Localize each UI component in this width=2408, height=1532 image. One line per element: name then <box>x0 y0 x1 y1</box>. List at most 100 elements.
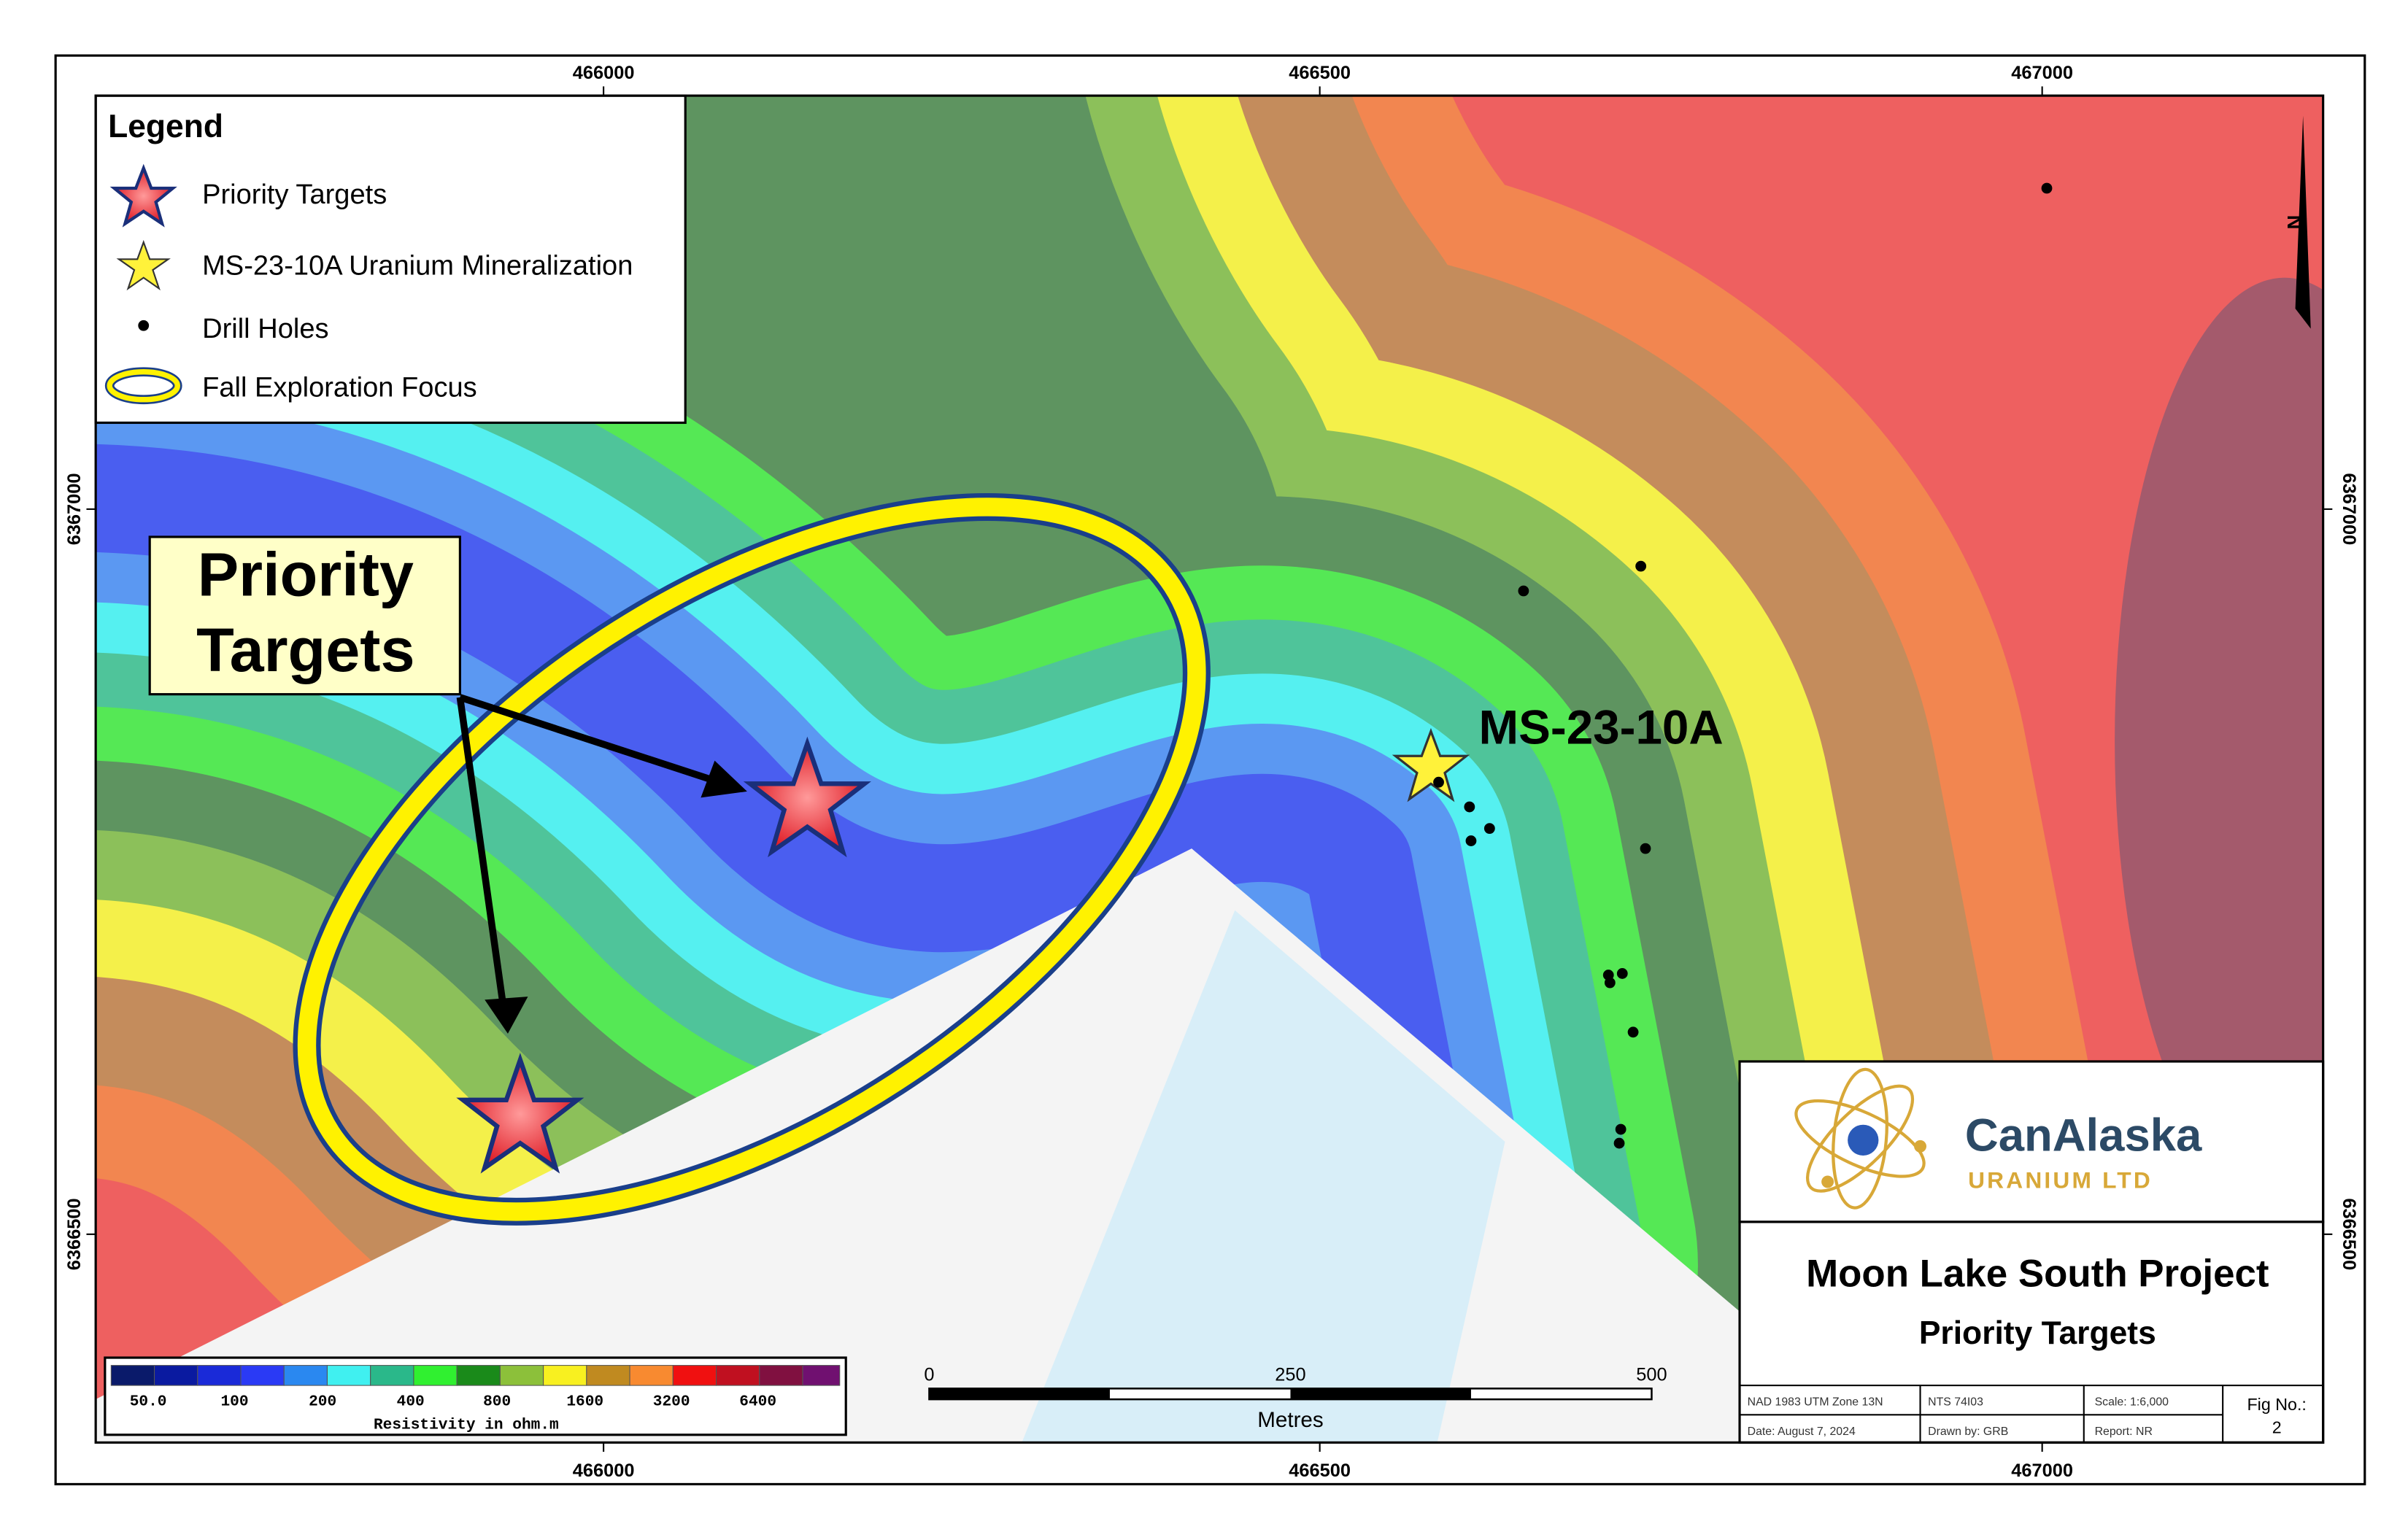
north-label: N <box>2283 215 2306 230</box>
y-coordinate: 6367000 <box>64 473 85 545</box>
x-coordinate: 466500 <box>1289 63 1351 83</box>
focus-ellipse <box>293 493 1211 1226</box>
logo-atom <box>1794 1067 1926 1210</box>
electron <box>1914 1140 1926 1153</box>
scale-unit: Metres <box>1257 1408 1324 1432</box>
legend-symbol <box>138 320 150 331</box>
drill-hole <box>1613 1137 1625 1149</box>
swatch <box>240 1365 285 1386</box>
logo-name: CanAlaska <box>1965 1110 2202 1161</box>
legend-label: Priority Targets <box>202 179 387 210</box>
x-coordinate: 466500 <box>1289 1461 1351 1481</box>
arrow-head <box>701 760 747 798</box>
drill-label: MS-23-10A <box>1479 700 1724 754</box>
color-swatches <box>110 1365 841 1386</box>
callout-text: Targets <box>196 615 414 684</box>
drill-hole <box>1627 1026 1639 1038</box>
priority-target-star <box>456 1053 584 1174</box>
cell-text: Scale: 1:6,000 <box>2095 1396 2169 1409</box>
callout-arrows <box>456 694 747 1034</box>
drill-hole <box>1518 585 1529 597</box>
fig-label: Fig No.: <box>2247 1395 2306 1414</box>
band-blue <box>96 444 1490 1320</box>
swatch <box>154 1365 198 1386</box>
swatch <box>499 1365 544 1386</box>
x-coordinate: 467000 <box>2011 63 2073 83</box>
legend-symbol <box>116 239 171 291</box>
orbit <box>1832 1067 1888 1210</box>
lake-water <box>1022 910 1505 1443</box>
resistivity-bands <box>96 96 2115 1443</box>
swatch <box>716 1365 760 1386</box>
color-bar-labels: 50.0 100 200 400 800 1600 3200 6400 Resi… <box>130 1393 776 1434</box>
drill-hole <box>2041 182 2053 194</box>
orbit <box>1794 1099 1926 1178</box>
swatch <box>586 1365 630 1386</box>
scale-label: 0 <box>924 1365 934 1385</box>
drill-hole <box>1483 823 1495 835</box>
arrow-line <box>458 694 721 786</box>
color-bar-label: 100 <box>221 1393 249 1411</box>
color-bar-label: 3200 <box>653 1393 690 1411</box>
scale-label: 250 <box>1275 1365 1305 1385</box>
nucleus <box>1848 1124 1879 1156</box>
logo-box <box>1738 1060 2325 1223</box>
scale-segment <box>1290 1388 1471 1400</box>
resistivity-map <box>96 96 2323 1443</box>
scale-segment <box>929 1388 1110 1400</box>
cell-text: Date: August 7, 2024 <box>1748 1425 1856 1438</box>
swatch <box>759 1365 803 1386</box>
drill-hole <box>1615 1123 1626 1135</box>
drill-hole <box>1616 968 1628 979</box>
cell-text: NAD 1983 UTM Zone 13N <box>1748 1396 1883 1409</box>
swatch <box>283 1365 328 1386</box>
legend-label: MS-23-10A Uranium Mineralization <box>202 250 633 281</box>
drill-hole <box>1465 835 1477 846</box>
swatch <box>629 1365 674 1386</box>
y-coordinate: 6366500 <box>2339 1198 2359 1270</box>
title-block <box>1738 1220 2325 1444</box>
color-bar-label: 50.0 <box>130 1393 167 1411</box>
swatch <box>197 1365 242 1386</box>
legend-label: Drill Holes <box>202 314 328 344</box>
outer-frame <box>54 54 2366 1486</box>
drill-hole <box>1640 843 1651 854</box>
orbit <box>1805 1084 1915 1193</box>
title-cells: NAD 1983 UTM Zone 13N NTS 74I03 Scale: 1… <box>1748 1396 2169 1438</box>
drill-hole <box>1433 776 1444 788</box>
swatch <box>110 1365 155 1386</box>
color-bar-label: 200 <box>309 1393 336 1411</box>
color-bar-label: 6400 <box>739 1393 776 1411</box>
x-coordinate: 466000 <box>573 1461 635 1481</box>
coordinate-ticks <box>86 86 2333 1452</box>
mineralization-star <box>1392 727 1470 802</box>
scale-bar: 0 250 500 Metres <box>924 1365 1667 1432</box>
logo-subtitle: URANIUM LTD <box>1968 1167 2153 1193</box>
legend-title: Legend <box>108 109 223 144</box>
swatch <box>326 1365 371 1386</box>
swatch <box>413 1365 458 1386</box>
drill-hole <box>1464 801 1475 813</box>
drill-hole <box>1604 977 1616 989</box>
project-title: Moon Lake South Project <box>1806 1253 2269 1296</box>
legend-symbol <box>109 163 177 228</box>
arrow-head <box>485 997 528 1034</box>
cell-text: Report: NR <box>2095 1425 2153 1438</box>
color-bar-label: 800 <box>483 1393 511 1411</box>
color-bar-label: 1600 <box>566 1393 603 1411</box>
swatch <box>543 1365 587 1386</box>
ellipse-fill <box>297 498 1206 1221</box>
callout-text: Priority <box>198 539 414 608</box>
color-bar-label: 400 <box>397 1393 425 1411</box>
very-high-zone <box>2115 277 2323 1204</box>
legend-symbol <box>107 368 180 403</box>
swatch <box>802 1365 841 1386</box>
swatch <box>672 1365 717 1386</box>
arrow-line <box>456 697 507 1007</box>
electron <box>1821 1175 1834 1188</box>
scale-label: 500 <box>1636 1365 1667 1385</box>
color-bar-title: Resistivity in ohm.m <box>374 1416 559 1434</box>
